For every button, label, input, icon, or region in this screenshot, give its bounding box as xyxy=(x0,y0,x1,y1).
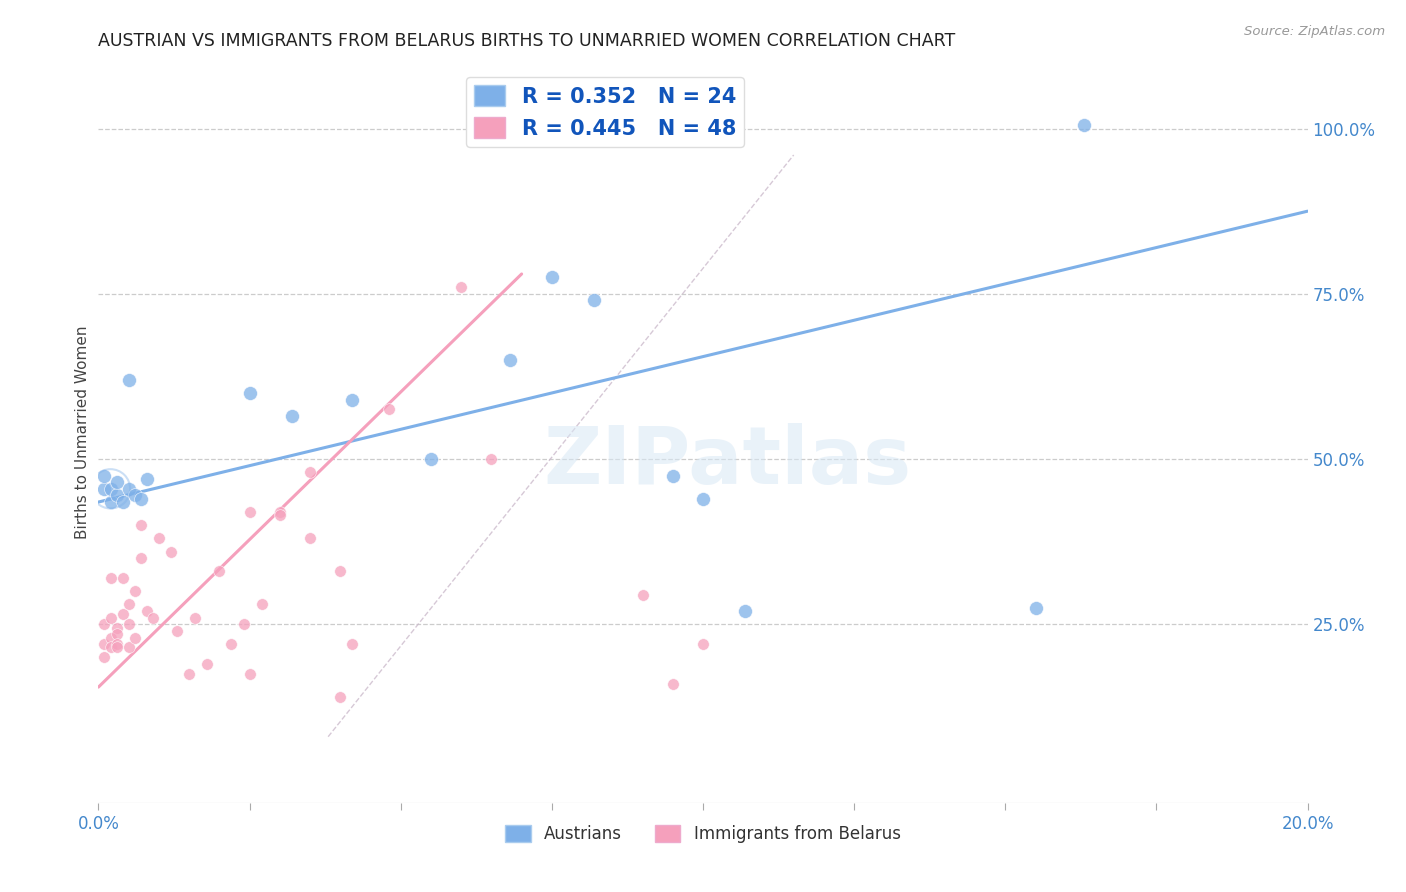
Point xyxy=(329,690,352,704)
Point xyxy=(93,482,115,496)
Point xyxy=(105,637,128,651)
Point xyxy=(118,373,141,387)
Point xyxy=(100,640,122,655)
Point xyxy=(129,551,152,566)
Point xyxy=(124,488,146,502)
Point xyxy=(631,588,654,602)
Text: Source: ZipAtlas.com: Source: ZipAtlas.com xyxy=(1244,25,1385,38)
Point xyxy=(93,637,115,651)
Point xyxy=(100,611,122,625)
Point xyxy=(342,637,364,651)
Point xyxy=(208,565,231,579)
Point xyxy=(661,468,683,483)
Point xyxy=(239,505,262,519)
Point xyxy=(129,491,152,506)
Point xyxy=(124,631,146,645)
Point xyxy=(692,491,714,506)
Legend: Austrians, Immigrants from Belarus: Austrians, Immigrants from Belarus xyxy=(499,819,907,850)
Point xyxy=(135,472,157,486)
Point xyxy=(281,409,304,423)
Point xyxy=(105,488,128,502)
Point xyxy=(498,352,520,367)
Point xyxy=(450,280,472,294)
Point xyxy=(329,565,352,579)
Point xyxy=(661,677,683,691)
Point xyxy=(100,631,122,645)
Point xyxy=(105,475,128,490)
Point xyxy=(734,604,756,618)
Point xyxy=(420,452,443,467)
Y-axis label: Births to Unmarried Women: Births to Unmarried Women xyxy=(75,326,90,540)
Point xyxy=(1073,118,1095,132)
Point xyxy=(118,482,141,496)
Point xyxy=(100,571,122,585)
Point xyxy=(129,518,152,533)
Point xyxy=(342,392,364,407)
Point xyxy=(105,640,128,655)
Point xyxy=(148,532,170,546)
Text: ZIPatlas: ZIPatlas xyxy=(543,423,911,501)
Point xyxy=(250,598,273,612)
Point xyxy=(269,505,291,519)
Point xyxy=(723,115,745,129)
Point xyxy=(93,650,115,665)
Point xyxy=(124,584,146,599)
Point xyxy=(118,617,141,632)
Point xyxy=(100,495,122,509)
Point xyxy=(299,532,322,546)
Point xyxy=(179,666,201,681)
Point xyxy=(377,402,399,417)
Point xyxy=(93,617,115,632)
Point xyxy=(135,604,157,618)
Point xyxy=(118,598,141,612)
Point xyxy=(142,611,165,625)
Point xyxy=(239,386,262,401)
Point xyxy=(1024,600,1046,615)
Point xyxy=(299,465,322,479)
Point xyxy=(100,482,122,496)
Point xyxy=(481,452,503,467)
Point xyxy=(232,617,254,632)
Point xyxy=(105,627,128,641)
Point xyxy=(111,495,134,509)
Point xyxy=(100,482,122,496)
Point xyxy=(166,624,188,638)
Point xyxy=(692,637,714,651)
Point xyxy=(111,607,134,622)
Point xyxy=(105,621,128,635)
Point xyxy=(93,468,115,483)
Text: AUSTRIAN VS IMMIGRANTS FROM BELARUS BIRTHS TO UNMARRIED WOMEN CORRELATION CHART: AUSTRIAN VS IMMIGRANTS FROM BELARUS BIRT… xyxy=(98,32,956,50)
Point xyxy=(239,666,262,681)
Point xyxy=(195,657,218,671)
Point xyxy=(111,571,134,585)
Point xyxy=(221,637,243,651)
Point xyxy=(118,640,141,655)
Point xyxy=(184,611,207,625)
Point xyxy=(160,544,183,558)
Point xyxy=(583,293,606,308)
Point xyxy=(540,270,562,285)
Point xyxy=(269,508,291,523)
